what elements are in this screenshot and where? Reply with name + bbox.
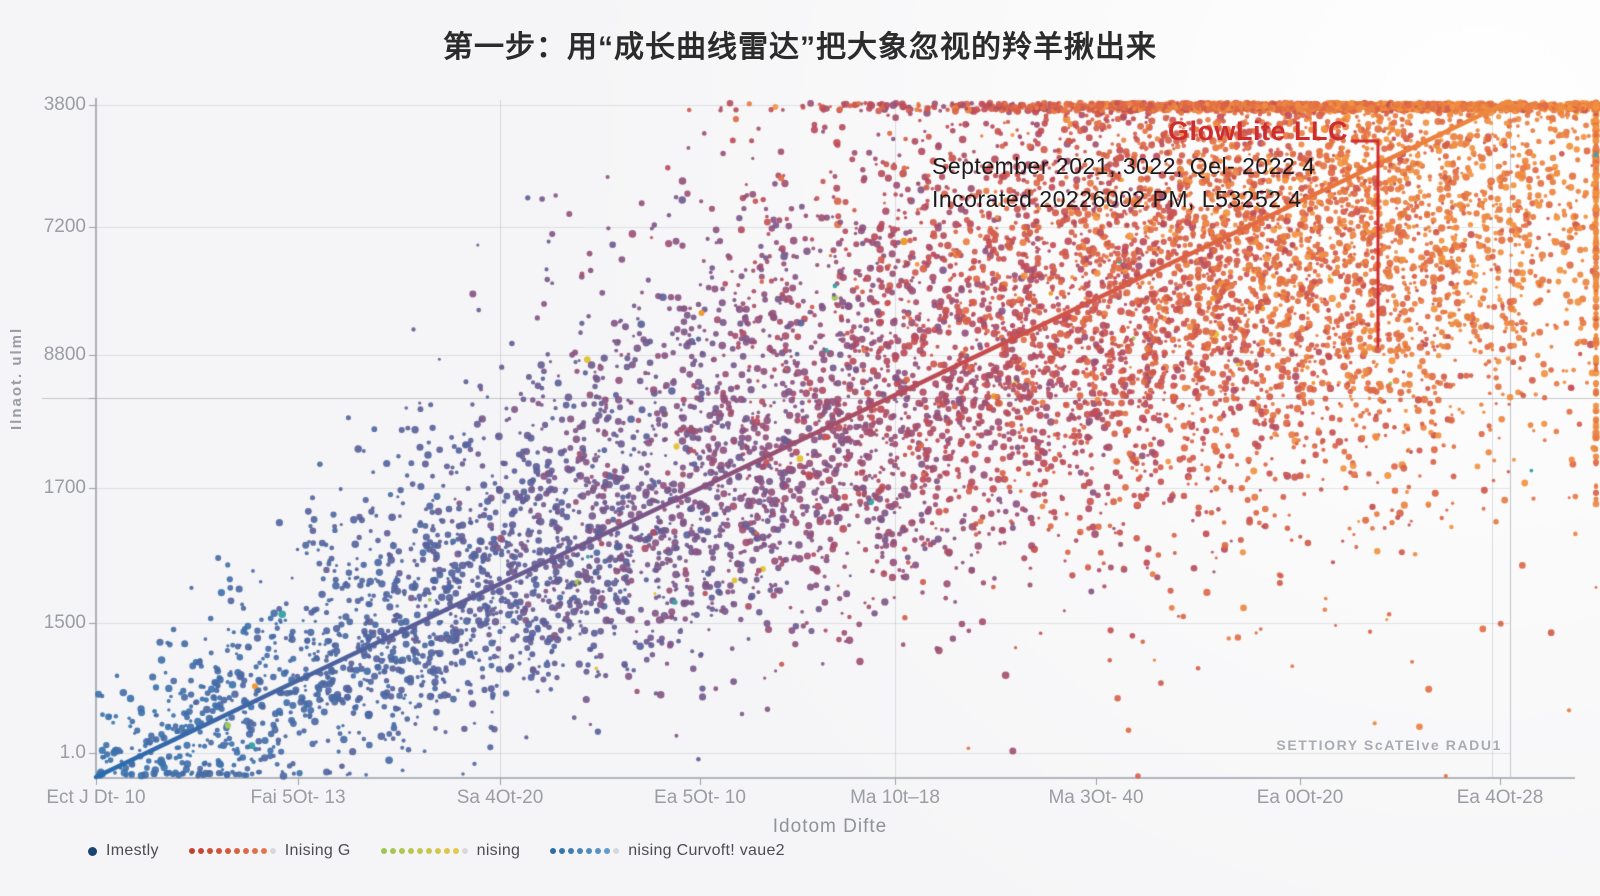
legend-label: nising — [476, 842, 521, 859]
legend-item: Imestly — [88, 842, 159, 860]
chart-title: 第一步：用“成长曲线雷达”把大象忽视的羚羊揪出来 — [443, 31, 1157, 64]
x-tick-label: Sa 4Ot-20 — [456, 787, 544, 808]
y-tick-label: 8800 — [43, 344, 86, 365]
legend-swatch-icon — [550, 848, 620, 854]
y-tick-label: 1.0 — [59, 742, 86, 763]
legend-item: Inising G — [188, 842, 351, 860]
x-tick-label: Ect J Dt- 10 — [46, 787, 146, 808]
y-tick-label: 7200 — [43, 216, 86, 237]
y-tick-label: 1700 — [43, 477, 86, 498]
y-axis-title: Ilnaot. ulml — [8, 326, 25, 430]
legend-item: nising — [380, 842, 521, 860]
annotation-company-name: GlowLite LLC — [1168, 116, 1348, 146]
annotation-line-2: Incorated 20226002 PM, L53252 4 — [932, 186, 1302, 212]
x-tick-label: Ea 5Ot- 10 — [654, 787, 746, 808]
annotation-callout: GlowLite LLC September 2021,.3022, Qel- … — [932, 116, 1348, 213]
legend-label: Inising G — [284, 842, 351, 859]
legend-swatch-icon — [380, 848, 468, 854]
x-tick-label: Ea 0Ot-20 — [1256, 787, 1344, 808]
x-tick-label: Ma 3Ot- 40 — [1048, 787, 1144, 808]
plot-watermark: SETTIORY ScATEIve RADU1 — [1276, 737, 1502, 753]
x-tick-label: Ma 10t–18 — [850, 787, 940, 808]
x-tick-label: Ea 4Ot-28 — [1456, 787, 1544, 808]
legend-swatch-icon — [88, 846, 97, 856]
x-tick-label: Fai 5Ot- 13 — [250, 787, 346, 808]
chart-legend: Imestly Inising G nising nising Curvoft! va… — [88, 842, 785, 860]
legend-swatch-icon — [188, 848, 276, 854]
legend-label: Imestly — [106, 842, 159, 859]
annotation-line-1: September 2021,.3022, Qel- 2022 4 — [932, 153, 1316, 179]
y-tick-label: 1500 — [43, 612, 86, 633]
legend-label: nising Curvoft! vaue2 — [628, 842, 785, 859]
y-tick-label: 3800 — [43, 94, 86, 115]
x-axis-title: Idotom Difte — [772, 816, 888, 837]
legend-item: nising Curvoft! vaue2 — [550, 842, 785, 860]
